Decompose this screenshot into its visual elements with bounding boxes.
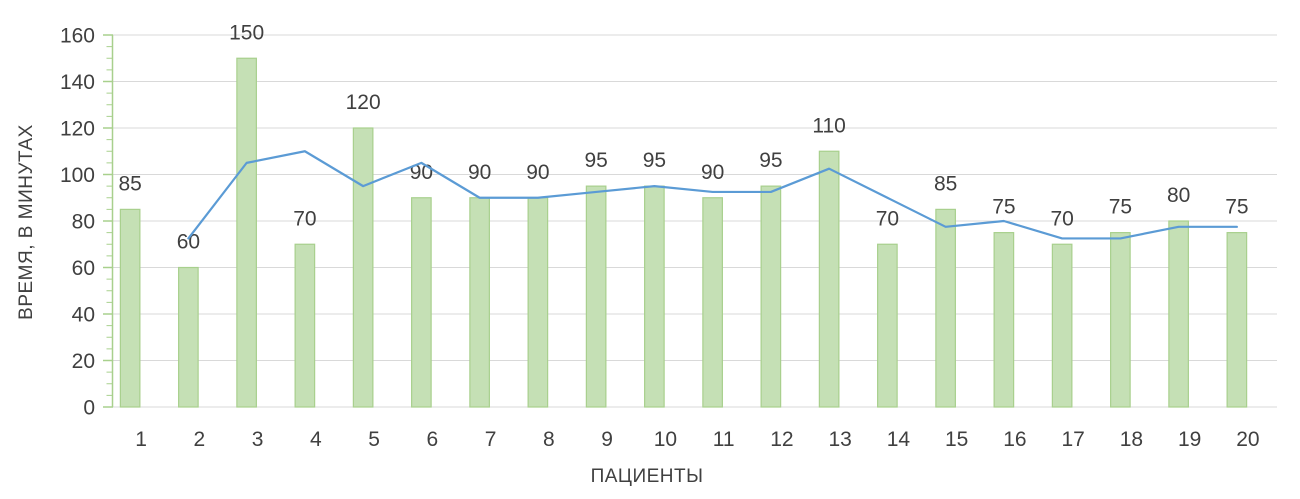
bar-data-label: 90	[526, 161, 549, 184]
x-tick-label: 12	[770, 428, 793, 451]
bar	[469, 197, 490, 408]
bar	[702, 197, 723, 408]
bar-data-label: 60	[177, 231, 200, 254]
bar	[993, 232, 1015, 408]
x-tick-label: 20	[1236, 428, 1259, 451]
bar	[1110, 232, 1131, 408]
bar-data-label: 75	[1225, 196, 1248, 219]
bar	[935, 208, 956, 408]
y-tick-label: 0	[83, 397, 95, 420]
x-tick-label: 15	[945, 428, 968, 451]
x-tick-label: 10	[654, 428, 677, 451]
x-tick-label: 18	[1120, 428, 1143, 451]
y-tick-label: 40	[72, 304, 95, 327]
bar-data-label: 110	[812, 114, 845, 137]
bar	[1168, 220, 1189, 408]
y-axis-title: ВРЕМЯ, В МИНУТАХ	[16, 124, 37, 320]
x-tick-label: 11	[713, 428, 735, 451]
bar	[352, 127, 374, 408]
bar-data-label: 70	[876, 207, 899, 230]
bar-data-label: 70	[1050, 207, 1073, 230]
bar-data-label: 90	[468, 161, 491, 184]
x-tick-label: 19	[1178, 428, 1201, 451]
x-tick-label: 9	[601, 428, 613, 451]
bar	[760, 185, 782, 408]
bar-data-label: 85	[118, 172, 141, 195]
bar	[411, 197, 432, 408]
bar	[818, 150, 840, 408]
bar-data-label: 90	[410, 161, 433, 184]
bar-data-label: 95	[643, 149, 666, 172]
bar-data-label: 75	[1109, 196, 1132, 219]
trend-line	[187, 150, 1238, 240]
x-tick-label: 2	[194, 428, 206, 451]
bar	[1226, 232, 1248, 408]
x-tick-label: 1	[135, 428, 147, 451]
x-tick-label: 14	[887, 428, 911, 451]
bar-data-label: 75	[992, 196, 1015, 219]
x-tick-label: 4	[310, 428, 322, 451]
bar	[585, 185, 607, 408]
x-tick-label: 16	[1003, 428, 1026, 451]
y-tick-label: 80	[72, 211, 95, 234]
y-tick-label: 20	[72, 350, 95, 373]
y-tick-label: 60	[72, 257, 95, 280]
bar-data-label: 70	[293, 207, 316, 230]
bar-data-label: 95	[584, 149, 607, 172]
bar	[644, 185, 665, 408]
x-tick-label: 3	[252, 428, 264, 451]
bar-data-label: 120	[346, 91, 381, 114]
x-tick-label: 7	[485, 428, 497, 451]
bar-data-label: 90	[701, 161, 724, 184]
bar	[119, 208, 141, 408]
bar-data-label: 150	[229, 21, 264, 44]
bar	[294, 243, 316, 408]
bar	[877, 243, 898, 408]
y-tick-label: 100	[60, 164, 95, 187]
y-tick-label: 120	[60, 118, 95, 141]
x-tick-label: 13	[828, 428, 851, 451]
bar-data-label: 80	[1167, 184, 1190, 207]
x-axis-title: ПАЦИЕНТЫ	[590, 466, 704, 487]
x-tick-label: 6	[427, 428, 439, 451]
y-tick-label: 140	[60, 71, 95, 94]
bar-data-label: 95	[759, 149, 782, 172]
bar	[236, 57, 257, 408]
bar-data-label: 85	[934, 172, 957, 195]
bar	[1051, 243, 1073, 408]
x-tick-label: 8	[543, 428, 555, 451]
bar	[178, 266, 199, 408]
x-tick-label: 5	[368, 428, 380, 451]
x-tick-label: 17	[1061, 428, 1084, 451]
bar	[527, 197, 549, 408]
y-tick-label: 160	[60, 25, 95, 48]
